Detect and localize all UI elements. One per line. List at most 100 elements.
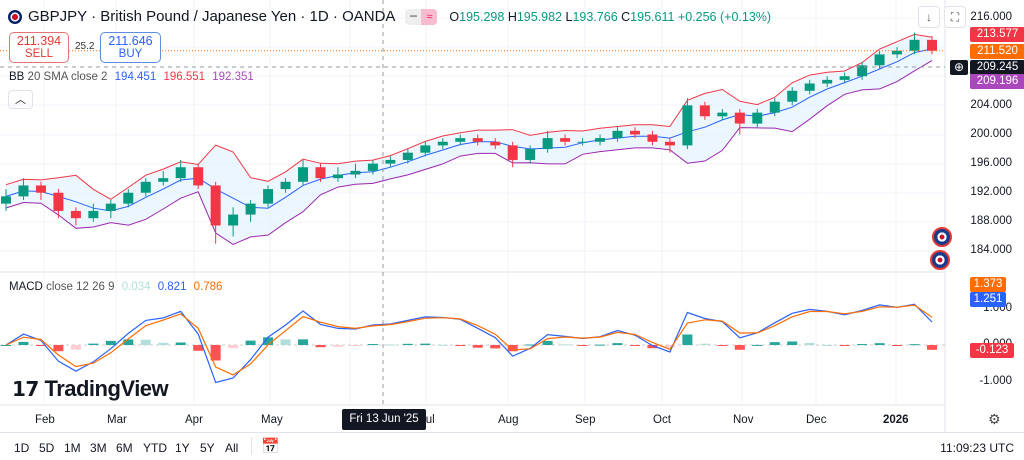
candle-body — [472, 138, 483, 142]
time-axis-label: Apr — [185, 414, 203, 426]
macd-histogram-bar — [595, 344, 606, 346]
range-1m[interactable]: 1M — [64, 441, 81, 455]
close-value: 195.611 — [630, 9, 675, 24]
sell-button[interactable]: 211.394 SELL — [9, 32, 69, 63]
plus-circle-icon: ⊕ — [953, 60, 965, 74]
candle-body — [857, 65, 868, 77]
price-axis-label: 188.000 — [970, 215, 1012, 227]
tradingview-logo[interactable]: 𝟭𝟳 TradingView — [12, 376, 169, 401]
fullscreen-icon: ⛶ — [950, 10, 960, 24]
macd-badge: 1.251 — [970, 292, 1006, 307]
candle-body — [717, 112, 728, 117]
signal-value: 0.786 — [193, 281, 223, 293]
settings-icon[interactable]: ⚙ — [988, 411, 1001, 427]
time-axis-label: Feb — [35, 414, 55, 426]
candle-body — [123, 192, 134, 204]
bb-legend[interactable]: BB 20 SMA close 2 194.451 196.551 192.35… — [9, 71, 254, 83]
time-axis-label: 2026 — [883, 414, 909, 426]
range-5d[interactable]: 5D — [39, 441, 55, 455]
macd-histogram-bar — [367, 344, 378, 346]
macd-hist-value: 0.034 — [121, 281, 151, 293]
range-6m[interactable]: 6M — [116, 441, 133, 455]
arrow-down-icon: ↓ — [926, 10, 932, 24]
macd-histogram-bar — [874, 343, 885, 345]
toolbar-divider — [251, 437, 252, 455]
candle-body — [769, 101, 780, 113]
range-5y[interactable]: 5Y — [200, 441, 215, 455]
macd-histogram-bar — [123, 339, 134, 345]
candle-body — [70, 210, 81, 219]
candle-body — [105, 203, 116, 211]
crosshair-date-label: Fri 13 Jun '25 — [342, 409, 426, 430]
candle-body — [647, 134, 658, 142]
candle-body — [822, 79, 833, 84]
add-alert-button[interactable]: ⊕ — [950, 60, 968, 75]
last-price-badge: 211.520 — [970, 44, 1024, 59]
macd-histogram-bar — [245, 340, 256, 345]
bb-params: 20 SMA close 2 — [27, 71, 108, 83]
macd-histogram-bar — [437, 344, 448, 346]
candle-body — [612, 130, 623, 139]
candle-body — [245, 203, 256, 215]
macd-histogram-bar — [525, 344, 536, 346]
macd-legend[interactable]: MACD close 12 26 9 0.034 0.821 0.786 — [9, 281, 222, 293]
macd-histogram-bar — [455, 345, 466, 346]
macd-histogram-bar — [892, 345, 903, 346]
range-3m[interactable]: 3M — [90, 441, 107, 455]
candle-body — [507, 145, 518, 160]
scroll-down-button[interactable]: ↓ — [918, 6, 940, 28]
candle-body — [228, 214, 239, 226]
buy-button[interactable]: 211.646 BUY — [100, 32, 161, 63]
macd-histogram-bar — [140, 339, 151, 345]
crosshair-price-badge: 209.245 — [970, 60, 1024, 75]
bb-name: BB — [9, 71, 25, 83]
low-value: 193.766 — [572, 9, 618, 24]
candle-body — [595, 138, 606, 142]
candle-body — [35, 185, 46, 193]
macd-histogram-bar — [752, 344, 763, 346]
time-axis-label: Sep — [575, 414, 596, 426]
signal-line — [5, 304, 933, 376]
calendar-goto-icon[interactable]: 📅 — [261, 438, 280, 455]
close-label: C — [621, 9, 631, 24]
chevron-up-icon: ︿ — [15, 94, 26, 106]
bottom-toolbar — [0, 432, 1024, 460]
range-ytd[interactable]: YTD — [143, 441, 167, 455]
collapse-legend-button[interactable]: ︿ — [8, 90, 33, 109]
bb-upper-line — [5, 33, 933, 200]
range-all[interactable]: All — [225, 441, 239, 455]
candle-body — [629, 130, 640, 135]
hist-badge: -0.123 — [970, 343, 1014, 358]
clock[interactable]: 11:09:23 UTC — [940, 441, 1014, 455]
macd-histogram-bar — [420, 343, 431, 345]
chart-canvas[interactable] — [0, 0, 1024, 432]
wave-icon[interactable]: ≈ — [421, 8, 438, 25]
indicator-toggle[interactable]: ━ ≈ — [405, 8, 438, 25]
minus-icon[interactable]: ━ — [410, 10, 417, 23]
macd-histogram-bar — [822, 344, 833, 346]
macd-histogram-bar — [909, 344, 920, 346]
candle-body — [263, 189, 274, 204]
range-1y[interactable]: 1Y — [175, 441, 190, 455]
candle-body — [560, 138, 571, 142]
macd-histogram-bar — [927, 345, 937, 350]
macd-histogram-bar — [699, 343, 710, 345]
candle-body — [332, 174, 343, 179]
high-value: 195.982 — [516, 9, 563, 24]
candle-body — [315, 167, 326, 179]
macd-histogram-bar — [70, 345, 81, 350]
signal-badge: 1.373 — [970, 277, 1006, 292]
macd-histogram-bar — [35, 345, 46, 346]
uk-event-icon[interactable] — [930, 250, 950, 270]
candle-body — [892, 50, 903, 55]
uk-event-icon[interactable] — [932, 227, 952, 247]
macd-histogram-bar — [629, 345, 640, 346]
candle-body — [490, 141, 501, 146]
fullscreen-button[interactable]: ⛶ — [944, 6, 966, 28]
bb-upper-value: 196.551 — [163, 71, 206, 83]
price-axis-label: 184.000 — [970, 244, 1012, 256]
range-1d[interactable]: 1D — [14, 441, 30, 455]
candle-body — [577, 141, 588, 143]
open-value: 195.298 — [459, 9, 505, 24]
symbol-title[interactable]: GBPJPY · British Pound / Japanese Yen · … — [28, 8, 396, 25]
